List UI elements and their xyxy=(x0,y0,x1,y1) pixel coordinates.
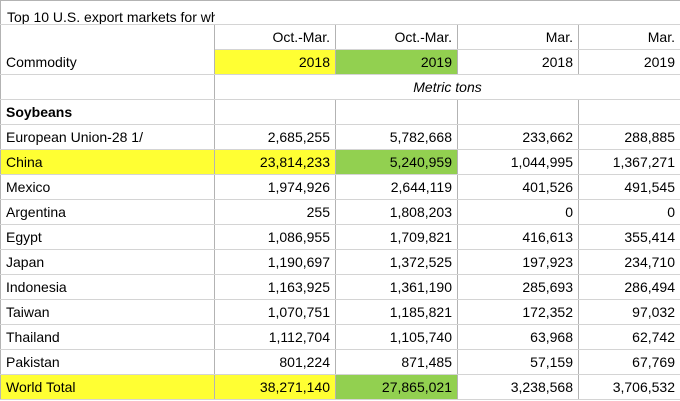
total-value[interactable]: 3,238,568 xyxy=(457,374,579,401)
period-header-row: Oct.-Mar. Oct.-Mar. Mar. Mar. xyxy=(0,24,680,51)
header-cell[interactable] xyxy=(0,24,215,50)
table-row: European Union-28 1/2,685,255 5,782,668 23… xyxy=(0,124,680,151)
value-cell[interactable]: 1,044,995 xyxy=(457,149,579,176)
empty-cell[interactable] xyxy=(578,99,680,126)
value-cell[interactable]: 1,086,955 xyxy=(214,224,336,251)
section-row: Soybeans xyxy=(0,99,680,126)
value-cell[interactable]: 285,693 xyxy=(457,274,579,301)
country-cell[interactable]: Japan xyxy=(0,249,215,276)
header-period-cell[interactable]: Oct.-Mar. xyxy=(335,24,458,51)
units-label-empty[interactable] xyxy=(0,74,215,101)
value-cell[interactable]: 1,367,271 xyxy=(578,149,680,176)
table-row: Indonesia 1,163,925 1,361,190 285,693 286,49… xyxy=(0,274,680,301)
value-cell[interactable]: 57,159 xyxy=(457,349,579,376)
header-period-cell[interactable]: Mar. xyxy=(457,24,579,51)
value-cell[interactable]: 62,742 xyxy=(578,324,680,351)
total-label[interactable]: World Total xyxy=(0,374,215,401)
country-cell[interactable]: Indonesia xyxy=(0,274,215,301)
country-cell[interactable]: Pakistan xyxy=(0,349,215,376)
value-cell[interactable]: 1,070,751 xyxy=(214,299,336,326)
value-cell[interactable]: 2,644,119 xyxy=(335,174,458,201)
country-cell[interactable]: Taiwan xyxy=(0,299,215,326)
section-heading[interactable]: Soybeans xyxy=(0,99,215,126)
value-cell[interactable]: 67,769 xyxy=(578,349,680,376)
total-value[interactable]: 27,865,021 xyxy=(335,374,458,401)
table-title: Top 10 U.S. export markets for wheat, co… xyxy=(7,9,215,25)
header-period-cell[interactable]: Mar. xyxy=(578,24,680,51)
value-cell[interactable]: 491,545 xyxy=(578,174,680,201)
value-cell[interactable]: 416,613 xyxy=(457,224,579,251)
value-cell[interactable]: 255 xyxy=(214,199,336,226)
table-row: Japan 1,190,697 1,372,525 197,923 234,710 xyxy=(0,249,680,276)
title-cell-spacer[interactable] xyxy=(335,0,458,26)
value-cell[interactable]: 871,485 xyxy=(335,349,458,376)
country-cell[interactable]: Mexico xyxy=(0,174,215,201)
value-cell[interactable]: 5,240,959 xyxy=(335,149,458,176)
value-cell[interactable]: 1,190,697 xyxy=(214,249,336,276)
header-period-cell[interactable]: Oct.-Mar. xyxy=(214,24,336,51)
value-cell[interactable]: 1,105,740 xyxy=(335,324,458,351)
empty-cell[interactable] xyxy=(214,99,336,126)
total-row: World Total 38,271,140 27,865,021 3,238,… xyxy=(0,374,680,401)
total-value[interactable]: 38,271,140 xyxy=(214,374,336,401)
value-cell[interactable]: 0 xyxy=(457,199,579,226)
value-cell[interactable]: 97,032 xyxy=(578,299,680,326)
header-year-cell[interactable]: 2019 xyxy=(578,49,680,76)
value-cell[interactable]: 2,685,255 xyxy=(214,124,336,151)
value-cell[interactable]: 197,923 xyxy=(457,249,579,276)
value-cell[interactable]: 234,710 xyxy=(578,249,680,276)
table-row: Egypt 1,086,955 1,709,821 416,613 355,414 xyxy=(0,224,680,251)
year-header-row: Commodity 2018 2019 2018 2019 xyxy=(0,49,680,76)
title-cell-spacer[interactable] xyxy=(457,0,579,26)
value-cell[interactable]: 1,808,203 xyxy=(335,199,458,226)
country-cell[interactable]: European Union-28 1/ xyxy=(0,124,215,151)
header-year-cell[interactable]: 2018 xyxy=(457,49,579,76)
header-year-cell[interactable]: 2019 xyxy=(335,49,458,76)
country-cell[interactable]: China xyxy=(0,149,215,176)
value-cell[interactable]: 1,112,704 xyxy=(214,324,336,351)
value-cell[interactable]: 286,494 xyxy=(578,274,680,301)
table-row: Argentina 255 1,808,203 0 0 xyxy=(0,199,680,226)
title-row: Top 10 U.S. export markets for wheat, co… xyxy=(0,0,680,26)
table-row: China 23,814,233 5,240,959 1,044,995 1,367,2… xyxy=(0,149,680,176)
units-label[interactable]: Metric tons xyxy=(214,74,680,101)
value-cell[interactable]: 1,372,525 xyxy=(335,249,458,276)
country-cell[interactable]: Thailand xyxy=(0,324,215,351)
title-cell[interactable]: Top 10 U.S. export markets for wheat, co… xyxy=(0,0,215,26)
value-cell[interactable]: 1,974,926 xyxy=(214,174,336,201)
table-row: Taiwan 1,070,751 1,185,821 172,352 97,032 xyxy=(0,299,680,326)
value-cell[interactable]: 172,352 xyxy=(457,299,579,326)
value-cell[interactable]: 233,662 xyxy=(457,124,579,151)
commodity-header-cell[interactable]: Commodity xyxy=(0,49,215,76)
empty-cell[interactable] xyxy=(457,99,579,126)
value-cell[interactable]: 0 xyxy=(578,199,680,226)
title-cell-spacer[interactable] xyxy=(578,0,680,26)
table-row: Mexico 1,974,926 2,644,119 401,526 491,545 xyxy=(0,174,680,201)
country-cell[interactable]: Argentina xyxy=(0,199,215,226)
value-cell[interactable]: 63,968 xyxy=(457,324,579,351)
value-cell[interactable]: 288,885 xyxy=(578,124,680,151)
units-row: Metric tons xyxy=(0,74,680,101)
value-cell[interactable]: 355,414 xyxy=(578,224,680,251)
value-cell[interactable]: 1,709,821 xyxy=(335,224,458,251)
total-value[interactable]: 3,706,532 xyxy=(578,374,680,401)
table-row: Thailand 1,112,704 1,105,740 63,968 62,742 xyxy=(0,324,680,351)
table-row: Pakistan 801,224 871,485 57,159 67,769 xyxy=(0,349,680,376)
value-cell[interactable]: 1,185,821 xyxy=(335,299,458,326)
value-cell[interactable]: 801,224 xyxy=(214,349,336,376)
value-cell[interactable]: 23,814,233 xyxy=(214,149,336,176)
country-cell[interactable]: Egypt xyxy=(0,224,215,251)
title-cell-spacer[interactable] xyxy=(214,0,336,26)
value-cell[interactable]: 1,361,190 xyxy=(335,274,458,301)
empty-cell[interactable] xyxy=(335,99,458,126)
header-year-cell[interactable]: 2018 xyxy=(214,49,336,76)
value-cell[interactable]: 401,526 xyxy=(457,174,579,201)
value-cell[interactable]: 5,782,668 xyxy=(335,124,458,151)
value-cell[interactable]: 1,163,925 xyxy=(214,274,336,301)
